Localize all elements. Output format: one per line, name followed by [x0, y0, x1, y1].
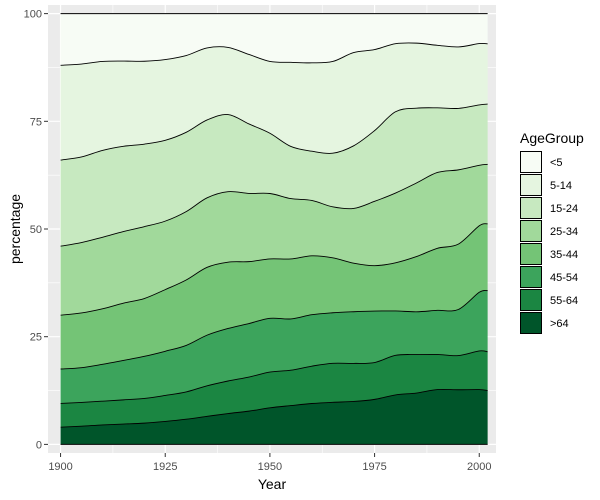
boundary-line-15-24	[60, 103, 488, 161]
legend-label-35-44: 35-44	[550, 249, 578, 261]
legend-swatch-5-14	[520, 174, 542, 196]
legend-label-15-24: 15-24	[550, 203, 578, 215]
legend-title: AgeGroup	[520, 130, 584, 146]
boundary-lines	[60, 13, 488, 445]
legend-label-5-14: 5-14	[550, 180, 572, 192]
legend-swatch-15-24	[520, 197, 542, 219]
area-gt64	[60, 389, 488, 445]
legend-swatch-gt64	[520, 312, 542, 334]
boundary-line-5-14	[60, 42, 488, 66]
boundary-line-55-64	[60, 350, 488, 404]
legend-label-25-34: 25-34	[550, 226, 578, 238]
area-45-54	[60, 290, 488, 404]
legend-label-45-54: 45-54	[550, 272, 578, 284]
area-25-34	[60, 164, 488, 316]
legend: AgeGroup <5 5-14 15-24 25-34 35-44 45-54 55-64…	[520, 130, 584, 334]
y-tick-label: 50	[30, 224, 42, 236]
x-axis-title: Year	[258, 476, 287, 492]
legend-swatch-lt5	[520, 151, 542, 173]
axes: 1900 1925 1950 1975 2000 0 25 50 75 100	[24, 9, 492, 473]
y-tick-label: 0	[36, 439, 42, 451]
y-axis-title: percentage	[7, 194, 23, 264]
area-lt5	[60, 13, 488, 66]
legend-label-55-64: 55-64	[550, 295, 578, 307]
area-15-24	[60, 104, 488, 247]
x-tick-label: 1900	[48, 461, 72, 473]
area-55-64	[60, 350, 488, 428]
x-tick-label: 2000	[467, 461, 491, 473]
area-5-14	[60, 42, 488, 161]
boundary-line-gt64	[60, 388, 488, 428]
legend-swatch-35-44	[520, 243, 542, 265]
x-tick-label: 1975	[362, 461, 386, 473]
area-layer	[60, 13, 488, 445]
area-35-44	[60, 223, 488, 369]
boundary-line-25-34	[60, 163, 488, 247]
x-tick-label: 1925	[153, 461, 177, 473]
boundary-line-45-54	[60, 289, 488, 370]
x-tick-label: 1950	[258, 461, 282, 473]
boundary-line-35-44	[60, 223, 488, 316]
y-tick-label: 100	[24, 9, 42, 21]
y-tick-label: 75	[30, 116, 42, 128]
y-tick-label: 25	[30, 332, 42, 344]
legend-label-gt64: >64	[550, 318, 569, 330]
legend-label-lt5: <5	[550, 157, 563, 169]
legend-swatch-25-34	[520, 220, 542, 242]
legend-swatch-55-64	[520, 289, 542, 311]
legend-swatch-45-54	[520, 266, 542, 288]
